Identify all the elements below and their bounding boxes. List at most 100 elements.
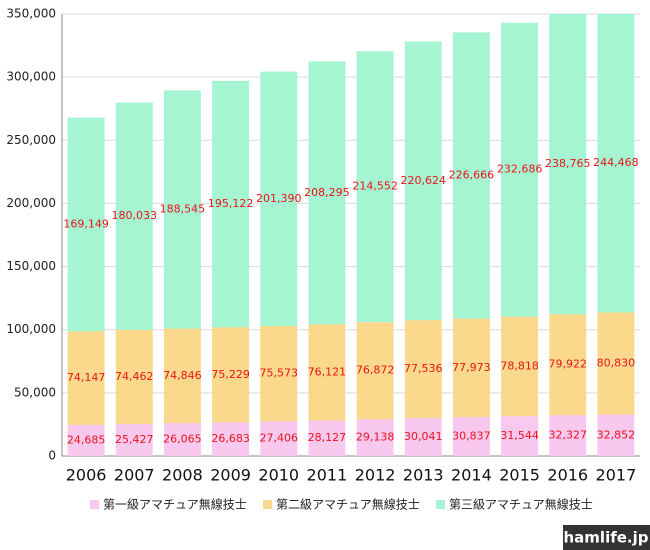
value-label: 208,295 <box>304 186 350 199</box>
legend-label: 第三級アマチュア無線技士 <box>449 497 593 512</box>
bar-segment <box>404 41 442 321</box>
bar-segment <box>404 320 442 419</box>
x-tick-label: 2013 <box>403 466 444 485</box>
bar-segment <box>549 415 587 456</box>
bar-segment <box>115 329 153 424</box>
value-label: 76,872 <box>356 364 395 377</box>
x-tick-label: 2006 <box>66 466 107 485</box>
value-label: 195,122 <box>208 197 254 210</box>
watermark-box <box>563 525 650 550</box>
legend-label: 第一級アマチュア無線技士 <box>103 497 247 512</box>
bar-segment <box>163 328 201 424</box>
bar-segment <box>67 424 105 456</box>
bar-segment <box>260 325 298 422</box>
y-tick-label: 250,000 <box>6 133 56 147</box>
value-label: 29,138 <box>356 431 395 444</box>
value-label: 28,127 <box>308 431 347 444</box>
y-tick-label: 0 <box>48 449 56 463</box>
legend-swatch <box>436 500 445 509</box>
bar-segment <box>163 90 201 329</box>
value-label: 30,041 <box>404 430 443 443</box>
bar-segment <box>260 421 298 456</box>
value-label: 214,552 <box>352 180 398 193</box>
value-label: 80,830 <box>597 356 636 369</box>
value-label: 79,922 <box>549 358 588 371</box>
x-tick-label: 2017 <box>596 466 637 485</box>
bar-segment <box>597 14 635 313</box>
x-tick-label: 2014 <box>451 466 492 485</box>
value-label: 77,536 <box>404 362 443 375</box>
bar-segment <box>597 312 635 415</box>
value-label: 226,666 <box>449 168 495 181</box>
value-label: 188,545 <box>160 203 206 216</box>
bar-segment <box>115 423 153 456</box>
x-tick-label: 2011 <box>307 466 348 485</box>
legend-swatch <box>263 500 272 509</box>
bar-segment <box>501 316 539 417</box>
bar-segment <box>163 423 201 456</box>
x-tick-label: 2015 <box>499 466 540 485</box>
value-label: 75,573 <box>260 367 299 380</box>
value-label: 78,818 <box>500 359 539 372</box>
x-tick-label: 2016 <box>547 466 588 485</box>
bar-segment <box>212 327 250 423</box>
value-label: 25,427 <box>115 433 154 446</box>
y-tick-label: 200,000 <box>6 196 56 210</box>
value-label: 201,390 <box>256 192 302 205</box>
x-tick-label: 2009 <box>210 466 251 485</box>
bar-segment <box>260 71 298 326</box>
bar-segment <box>549 314 587 416</box>
value-label: 27,406 <box>260 432 299 445</box>
value-label: 32,327 <box>549 429 588 442</box>
bar-segment <box>452 32 490 319</box>
value-label: 169,149 <box>63 217 109 230</box>
value-label: 74,846 <box>163 369 202 382</box>
bar-segment <box>452 318 490 418</box>
bar-segment <box>501 416 539 456</box>
bar-segment <box>212 80 250 328</box>
value-label: 30,837 <box>452 430 491 443</box>
value-label: 26,683 <box>211 432 250 445</box>
legend-swatch <box>90 500 99 509</box>
x-tick-label: 2012 <box>355 466 396 485</box>
bar-segment <box>356 51 394 323</box>
bar-segment <box>67 117 105 332</box>
bar-segment <box>404 418 442 456</box>
value-label: 31,544 <box>500 429 539 442</box>
bar-segment <box>452 417 490 456</box>
x-tick-label: 2010 <box>258 466 299 485</box>
value-label: 238,765 <box>545 157 591 170</box>
bar-segment <box>308 324 346 421</box>
bar-segment <box>308 420 346 456</box>
bar-segment <box>356 322 394 420</box>
value-label: 74,462 <box>115 370 154 383</box>
value-label: 24,685 <box>67 433 106 446</box>
bar-segment <box>212 422 250 456</box>
bar-segment <box>115 102 153 330</box>
value-label: 220,624 <box>401 174 447 187</box>
value-label: 180,033 <box>112 209 158 222</box>
value-label: 26,065 <box>163 433 202 446</box>
y-tick-label: 350,000 <box>6 7 56 21</box>
bar-segment <box>597 414 635 456</box>
value-label: 77,973 <box>452 361 491 374</box>
watermark: hamlife.jp <box>564 529 649 547</box>
value-label: 76,121 <box>308 365 347 378</box>
y-tick-label: 300,000 <box>6 70 56 84</box>
y-tick-label: 100,000 <box>6 322 56 336</box>
legend-label: 第二級アマチュア無線技士 <box>276 497 420 512</box>
value-label: 32,852 <box>597 428 636 441</box>
bar-segment <box>356 419 394 456</box>
value-label: 74,147 <box>67 371 106 384</box>
bar-segment <box>67 331 105 425</box>
y-tick-label: 50,000 <box>14 385 56 399</box>
x-tick-label: 2008 <box>162 466 203 485</box>
bar-segment <box>308 61 346 325</box>
bar-segment <box>501 22 539 317</box>
value-label: 75,229 <box>211 368 250 381</box>
y-tick-label: 150,000 <box>6 259 56 273</box>
value-label: 232,686 <box>497 163 543 176</box>
x-tick-label: 2007 <box>114 466 155 485</box>
value-label: 244,468 <box>593 156 639 169</box>
